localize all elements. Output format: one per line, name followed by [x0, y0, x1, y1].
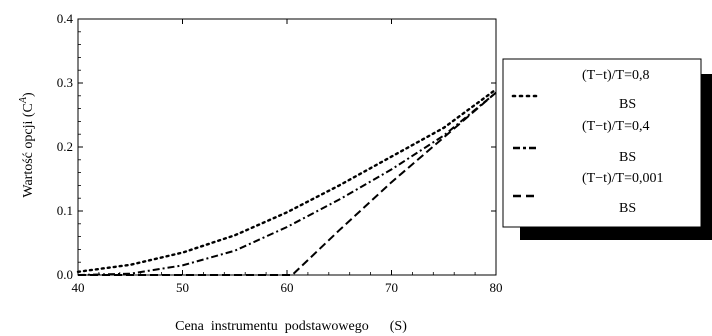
y-axis-label: Wartość opcji (CA)	[18, 92, 36, 198]
y-tick-label: 0.3	[57, 75, 73, 90]
legend-label-3: (T−t)/T=0,001	[582, 171, 664, 186]
y-axis: 0.0 0.1 0.2 0.3 0.4	[57, 11, 496, 282]
y-tick-label: 0.4	[57, 11, 74, 26]
legend-sublabel-1: BS	[619, 97, 636, 112]
legend: (T−t)/T=0,8 BS (T−t)/T=0,4 BS (T−t)/T=0,001 B…	[502, 58, 712, 240]
series-line-2	[77, 91, 497, 276]
plot-frame	[77, 18, 497, 276]
x-axis: 40 50 60 70 80	[72, 19, 503, 295]
plot-area	[76, 18, 498, 276]
legend-sublabel-3: BS	[619, 201, 636, 216]
series-line-3	[78, 91, 497, 276]
legend-box	[502, 58, 702, 228]
series-line-1	[76, 88, 498, 273]
legend-sublabel-2: BS	[619, 150, 636, 165]
y-tick-label: 0.0	[57, 267, 73, 282]
legend-label-2: (T−t)/T=0,4	[582, 119, 650, 134]
legend-label-1: (T−t)/T=0,8	[582, 68, 650, 83]
y-tick-label: 0.1	[57, 203, 73, 218]
x-tick-label: 70	[385, 280, 398, 295]
x-tick-label: 60	[281, 280, 294, 295]
y-tick-label: 0.2	[57, 139, 73, 154]
x-tick-label: 40	[72, 280, 85, 295]
y-axis-label-superscript: A	[18, 96, 29, 104]
x-tick-label: 80	[490, 280, 503, 295]
x-axis-label: Cena instrumentu podstawowego (S)	[175, 319, 407, 334]
x-tick-label: 50	[176, 280, 189, 295]
